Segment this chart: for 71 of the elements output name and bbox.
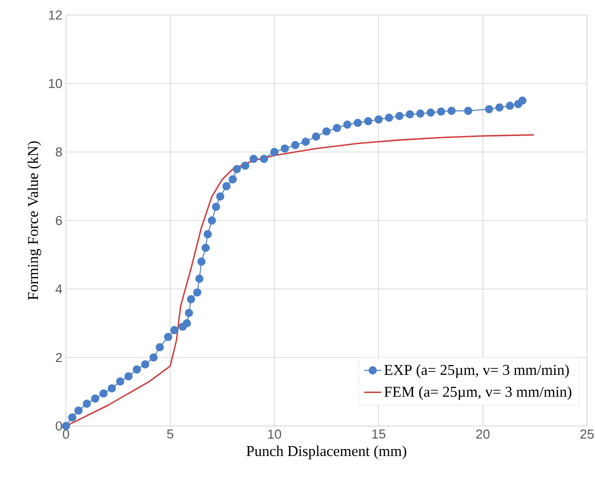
point bbox=[260, 154, 268, 163]
point bbox=[193, 288, 202, 297]
point bbox=[141, 360, 150, 368]
y-tick-label: 10 bbox=[49, 78, 62, 88]
point bbox=[518, 96, 526, 105]
y-axis-title: Forming Force Value (kN) bbox=[28, 141, 42, 300]
point bbox=[506, 102, 514, 110]
point bbox=[447, 106, 456, 115]
x-tick-label: 15 bbox=[372, 430, 386, 439]
point bbox=[184, 308, 194, 318]
point bbox=[182, 319, 191, 328]
point bbox=[82, 400, 91, 408]
y-tick-label: 6 bbox=[56, 216, 62, 226]
point bbox=[208, 216, 216, 225]
point bbox=[343, 120, 352, 129]
x-tick-label: 0 bbox=[62, 430, 70, 439]
point bbox=[495, 103, 504, 112]
point bbox=[332, 124, 342, 132]
point bbox=[108, 384, 116, 392]
y-tick-label: 8 bbox=[56, 147, 62, 157]
point bbox=[437, 107, 446, 116]
point bbox=[364, 117, 372, 126]
point bbox=[204, 230, 212, 238]
point bbox=[99, 389, 108, 398]
point bbox=[280, 144, 289, 153]
point bbox=[291, 141, 300, 150]
y-tick-label: 0 bbox=[56, 421, 62, 431]
point bbox=[124, 372, 133, 380]
x-tick-label: 5 bbox=[167, 430, 174, 439]
point bbox=[395, 112, 404, 120]
point bbox=[164, 332, 172, 342]
point bbox=[416, 110, 424, 118]
point bbox=[302, 138, 310, 146]
legend-label: FEM (a= 25µm, v= 3 mm/min) bbox=[384, 386, 572, 400]
y-tick-label: 2 bbox=[56, 352, 62, 362]
point bbox=[374, 115, 383, 124]
legend-label: EXP (a= 25µm, v= 3 mm/min) bbox=[384, 364, 569, 378]
x-axis-title: Punch Displacement (mm) bbox=[246, 446, 406, 460]
point bbox=[116, 377, 124, 386]
point bbox=[464, 106, 472, 115]
point bbox=[156, 343, 164, 352]
point bbox=[426, 108, 435, 117]
point bbox=[241, 162, 250, 170]
point bbox=[68, 413, 76, 422]
x-tick-label: 10 bbox=[268, 430, 282, 439]
point bbox=[228, 175, 237, 184]
point bbox=[312, 132, 320, 141]
point bbox=[132, 365, 141, 374]
point bbox=[212, 202, 220, 211]
x-tick-label: 20 bbox=[476, 430, 490, 439]
point bbox=[270, 148, 279, 156]
point bbox=[74, 406, 83, 415]
point bbox=[197, 257, 206, 266]
point bbox=[202, 244, 210, 252]
point bbox=[354, 118, 362, 127]
point bbox=[91, 394, 100, 403]
point bbox=[222, 182, 231, 190]
point bbox=[216, 192, 224, 201]
point bbox=[170, 326, 178, 334]
point bbox=[186, 295, 196, 304]
point bbox=[232, 165, 241, 174]
y-tick-label: 4 bbox=[56, 284, 62, 294]
point bbox=[195, 274, 204, 283]
point bbox=[149, 353, 158, 362]
point bbox=[322, 127, 331, 136]
point bbox=[484, 105, 494, 114]
point bbox=[384, 114, 394, 122]
y-tick-label: 12 bbox=[49, 10, 62, 20]
point bbox=[406, 110, 414, 118]
point bbox=[249, 154, 258, 163]
x-tick-label: 25 bbox=[580, 430, 594, 439]
